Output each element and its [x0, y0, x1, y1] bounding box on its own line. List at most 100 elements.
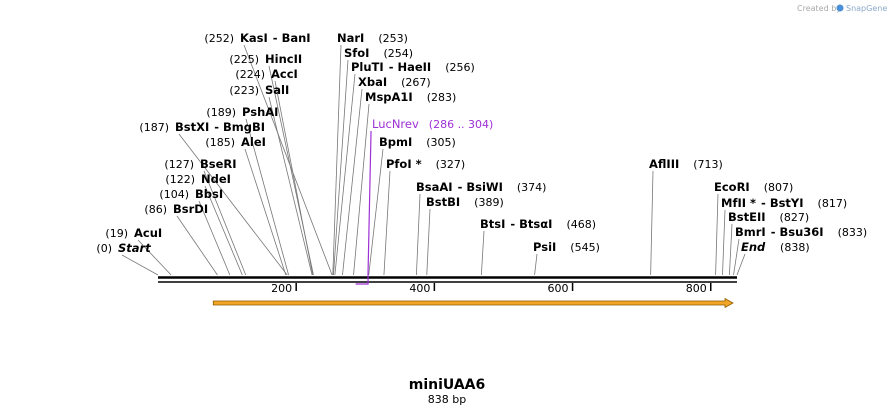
- site-acci[interactable]: AccI: [271, 67, 298, 81]
- site-name: BstBI: [426, 195, 460, 209]
- site-sfoi[interactable]: SfoI: [344, 46, 369, 60]
- site-labels: Start (0) AcuI (19) BsrDI (86) BbsI (104) NdeI (1…: [96, 31, 867, 255]
- leader-ecori: [715, 193, 719, 276]
- site-bsaai[interactable]: BsaAI - BsiWI: [416, 180, 503, 194]
- site-bsteii[interactable]: BstEII: [728, 210, 766, 224]
- sequence-length: 838 bp: [428, 393, 466, 406]
- site-position: (189): [206, 106, 236, 119]
- site-name: XbaI: [358, 75, 387, 89]
- site-bbsi[interactable]: BbsI: [195, 187, 223, 201]
- site-end[interactable]: End: [741, 240, 766, 254]
- site-name: MfII *: [721, 196, 756, 210]
- leader-kasi: [243, 44, 333, 276]
- site-ecori[interactable]: EcoRI: [714, 180, 750, 194]
- site-bmri[interactable]: BmrI - Bsu36I: [735, 225, 824, 239]
- site-name-dash: -: [458, 180, 463, 194]
- site-bstbi[interactable]: BstBI: [426, 195, 460, 209]
- site-name: AflIII: [649, 157, 679, 171]
- leader-afliii: [650, 170, 654, 276]
- leader-pfoi: [383, 170, 391, 276]
- site-mspa1i[interactable]: MspA1I: [365, 90, 413, 104]
- site-start[interactable]: Start: [118, 241, 151, 255]
- leader-start: [121, 254, 159, 276]
- site-position: (253): [378, 32, 408, 45]
- primer-label: LucNrev (286 .. 304): [372, 117, 493, 131]
- site-sali[interactable]: SalI: [265, 83, 289, 97]
- site-name-dash: -: [761, 196, 766, 210]
- leader-bsteii: [729, 223, 733, 276]
- site-pluti[interactable]: PluTI - HaeII: [351, 60, 431, 74]
- site-position: (104): [159, 188, 189, 201]
- site-name: KasI: [240, 31, 268, 45]
- site-name: SfoI: [344, 46, 369, 60]
- site-position: (252): [204, 32, 234, 45]
- site-bsrdi[interactable]: BsrDI: [173, 202, 208, 216]
- site-name: End: [741, 240, 766, 254]
- primer-range: (286 .. 304): [429, 118, 494, 131]
- site-name-secondary: HaeII: [397, 60, 431, 74]
- site-position: (838): [780, 241, 810, 254]
- site-name: MspA1I: [365, 90, 413, 104]
- site-position: (305): [426, 136, 456, 149]
- site-pshai[interactable]: PshAI: [242, 105, 278, 119]
- leader-psii: [534, 253, 538, 276]
- site-name: BpmI: [379, 135, 412, 149]
- leader-sali: [268, 96, 313, 276]
- site-acui[interactable]: AcuI: [134, 226, 162, 240]
- site-name-dash: -: [771, 225, 776, 239]
- feature-arrow[interactable]: [212, 297, 734, 309]
- leader-bpmi: [368, 148, 384, 276]
- site-name: SalI: [265, 83, 289, 97]
- leader-sfoi: [333, 59, 349, 276]
- site-position: (389): [474, 196, 504, 209]
- site-bpmi[interactable]: BpmI: [379, 135, 412, 149]
- site-name: AccI: [271, 67, 298, 81]
- site-name-dash: -: [510, 217, 515, 231]
- site-name: HincII: [265, 52, 302, 66]
- site-name: NdeI: [201, 172, 231, 186]
- site-xbai[interactable]: XbaI: [358, 75, 387, 89]
- primer-name: LucNrev: [372, 117, 419, 131]
- site-hincii[interactable]: HincII: [265, 52, 302, 66]
- site-name-dash: -: [389, 60, 394, 74]
- site-position: (19): [105, 227, 128, 240]
- site-mfii[interactable]: MfII * - BstYI: [721, 196, 804, 210]
- leader-pshai: [245, 118, 289, 276]
- site-name: BsrDI: [173, 202, 208, 216]
- site-name: PfoI *: [386, 157, 422, 171]
- leader-bseri: [203, 170, 247, 276]
- primer-lucnrev[interactable]: LucNrev (286 .. 304): [355, 117, 494, 285]
- site-position: (374): [517, 181, 547, 194]
- tick-label-800: 800: [686, 282, 707, 295]
- leader-bbsi: [198, 200, 231, 276]
- site-name: BbsI: [195, 187, 223, 201]
- site-name: BseRI: [200, 157, 237, 171]
- site-name-dash: -: [214, 120, 219, 134]
- site-name: BmrI: [735, 225, 766, 239]
- site-name: AcuI: [134, 226, 162, 240]
- leader-mspa1i: [353, 103, 370, 276]
- site-pfoi[interactable]: PfoI *: [386, 157, 422, 171]
- site-afliii[interactable]: AflIII: [649, 157, 679, 171]
- site-psii[interactable]: PsiI: [533, 240, 556, 254]
- site-position: (225): [229, 53, 259, 66]
- site-nari[interactable]: NarI: [337, 31, 364, 45]
- site-name-dash: -: [273, 31, 278, 45]
- tick-label-200: 200: [271, 282, 292, 295]
- site-ndei[interactable]: NdeI: [201, 172, 231, 186]
- site-btsi[interactable]: BtsI - BtsαI: [480, 217, 552, 231]
- site-kasi[interactable]: KasI - BanI: [240, 31, 311, 45]
- site-name-secondary: BmgBI: [223, 120, 265, 134]
- leader-hincii: [268, 65, 314, 276]
- site-position: (223): [229, 84, 259, 97]
- site-position: (86): [144, 203, 167, 216]
- site-bstxi[interactable]: BstXI - BmgBI: [175, 120, 265, 134]
- site-bseri[interactable]: BseRI: [200, 157, 237, 171]
- site-position: (833): [838, 226, 868, 239]
- leader-pluti: [334, 73, 356, 276]
- site-alei[interactable]: AleI: [241, 135, 266, 149]
- tick-label-400: 400: [409, 282, 430, 295]
- credit-brand: SnapGene: [846, 4, 887, 13]
- credit-prefix: Created by: [797, 4, 841, 13]
